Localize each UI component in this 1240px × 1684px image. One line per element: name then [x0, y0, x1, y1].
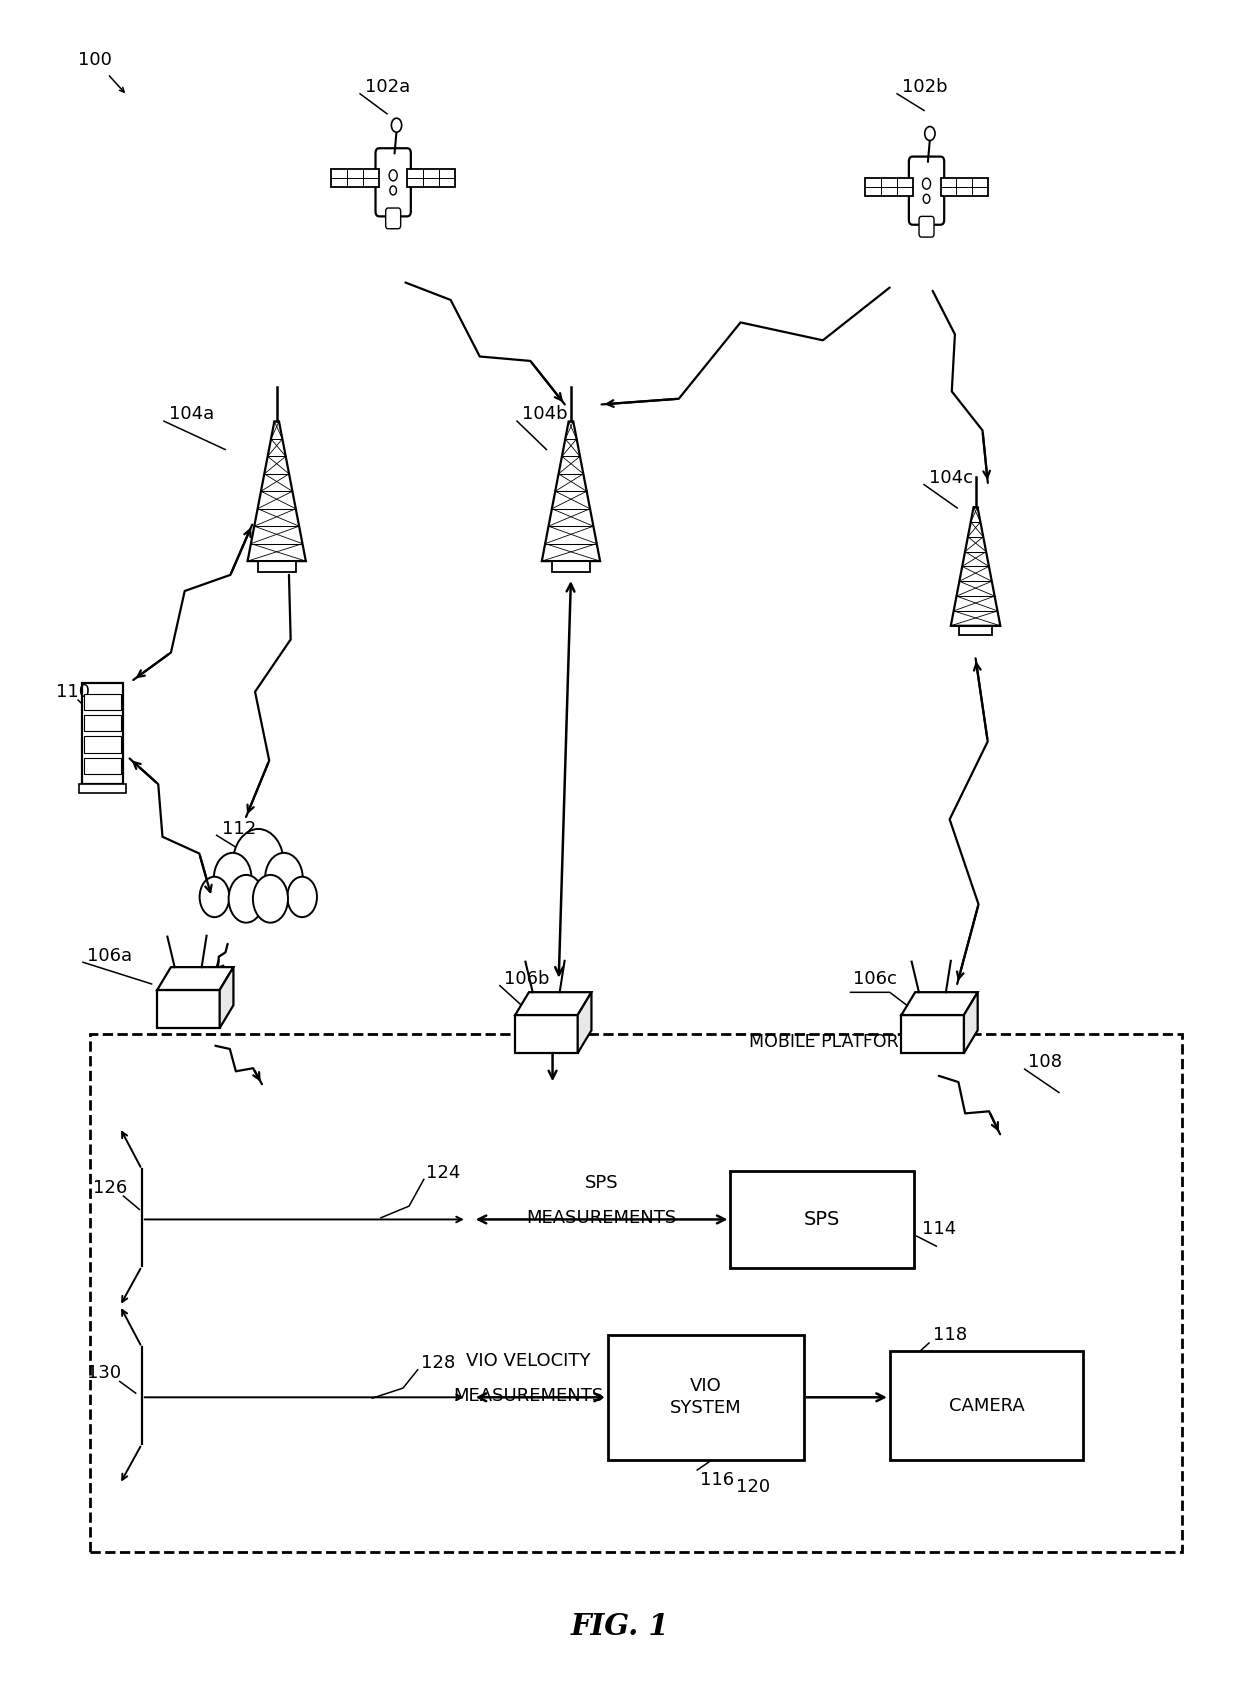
- Bar: [84, 694, 120, 711]
- Text: MEASUREMENTS: MEASUREMENTS: [453, 1386, 603, 1404]
- Text: SPS: SPS: [585, 1174, 619, 1192]
- Bar: [84, 758, 120, 775]
- Circle shape: [923, 179, 930, 189]
- Text: 100: 100: [78, 52, 112, 69]
- Bar: [258, 561, 295, 573]
- Circle shape: [392, 118, 402, 133]
- Circle shape: [288, 877, 317, 918]
- Circle shape: [924, 194, 930, 204]
- Text: MEASUREMENTS: MEASUREMENTS: [527, 1209, 677, 1226]
- Polygon shape: [248, 421, 306, 561]
- Polygon shape: [515, 992, 591, 1015]
- Text: FIG. 1: FIG. 1: [570, 1613, 670, 1642]
- Text: SPS: SPS: [804, 1209, 841, 1229]
- Polygon shape: [157, 967, 233, 990]
- FancyBboxPatch shape: [919, 216, 934, 237]
- FancyBboxPatch shape: [91, 1034, 1182, 1551]
- Text: MOBILE PLATFORM: MOBILE PLATFORM: [749, 1032, 914, 1051]
- Text: 126: 126: [93, 1179, 126, 1197]
- Text: 112: 112: [222, 820, 255, 837]
- Bar: [864, 177, 913, 195]
- Text: 114: 114: [921, 1221, 956, 1238]
- Text: 106a: 106a: [87, 946, 131, 965]
- Polygon shape: [542, 421, 600, 561]
- Text: 118: 118: [932, 1325, 967, 1344]
- Text: 104a: 104a: [169, 406, 215, 423]
- FancyBboxPatch shape: [386, 209, 401, 229]
- Polygon shape: [901, 992, 977, 1015]
- Circle shape: [213, 852, 252, 904]
- Text: 104b: 104b: [522, 406, 568, 423]
- Bar: [84, 716, 120, 731]
- Text: 128: 128: [422, 1354, 455, 1372]
- Bar: [940, 177, 988, 195]
- Text: 108: 108: [1028, 1054, 1063, 1071]
- Text: 102b: 102b: [901, 77, 947, 96]
- Bar: [331, 170, 379, 187]
- Circle shape: [228, 876, 264, 923]
- Text: 116: 116: [699, 1472, 734, 1489]
- Text: 130: 130: [87, 1364, 120, 1383]
- Text: 102a: 102a: [365, 77, 410, 96]
- Polygon shape: [219, 967, 233, 1027]
- Text: 110: 110: [56, 682, 91, 701]
- Circle shape: [389, 170, 397, 180]
- Text: VIO
SYSTEM: VIO SYSTEM: [670, 1378, 742, 1418]
- Text: VIO VELOCITY: VIO VELOCITY: [466, 1352, 590, 1369]
- Polygon shape: [951, 507, 1001, 626]
- Bar: [79, 785, 125, 793]
- Bar: [890, 1351, 1084, 1460]
- Bar: [901, 1015, 963, 1052]
- FancyBboxPatch shape: [909, 157, 944, 224]
- Text: 104c: 104c: [929, 468, 973, 487]
- Polygon shape: [578, 992, 591, 1052]
- Text: 124: 124: [427, 1164, 460, 1182]
- Bar: [960, 626, 992, 635]
- FancyBboxPatch shape: [376, 148, 410, 216]
- Text: 106b: 106b: [503, 970, 549, 989]
- Text: 120: 120: [737, 1477, 770, 1495]
- Polygon shape: [963, 992, 977, 1052]
- Circle shape: [925, 126, 935, 140]
- Bar: [552, 561, 590, 573]
- Bar: [730, 1170, 914, 1268]
- Bar: [608, 1335, 804, 1460]
- Circle shape: [389, 185, 397, 195]
- Text: CAMERA: CAMERA: [949, 1396, 1024, 1415]
- Circle shape: [233, 829, 284, 899]
- Bar: [84, 736, 120, 753]
- Bar: [407, 170, 455, 187]
- Text: 106c: 106c: [853, 970, 897, 989]
- Circle shape: [265, 852, 303, 904]
- Bar: [515, 1015, 578, 1052]
- Circle shape: [253, 876, 288, 923]
- Bar: [82, 682, 123, 785]
- Bar: [157, 990, 219, 1027]
- Circle shape: [200, 877, 229, 918]
